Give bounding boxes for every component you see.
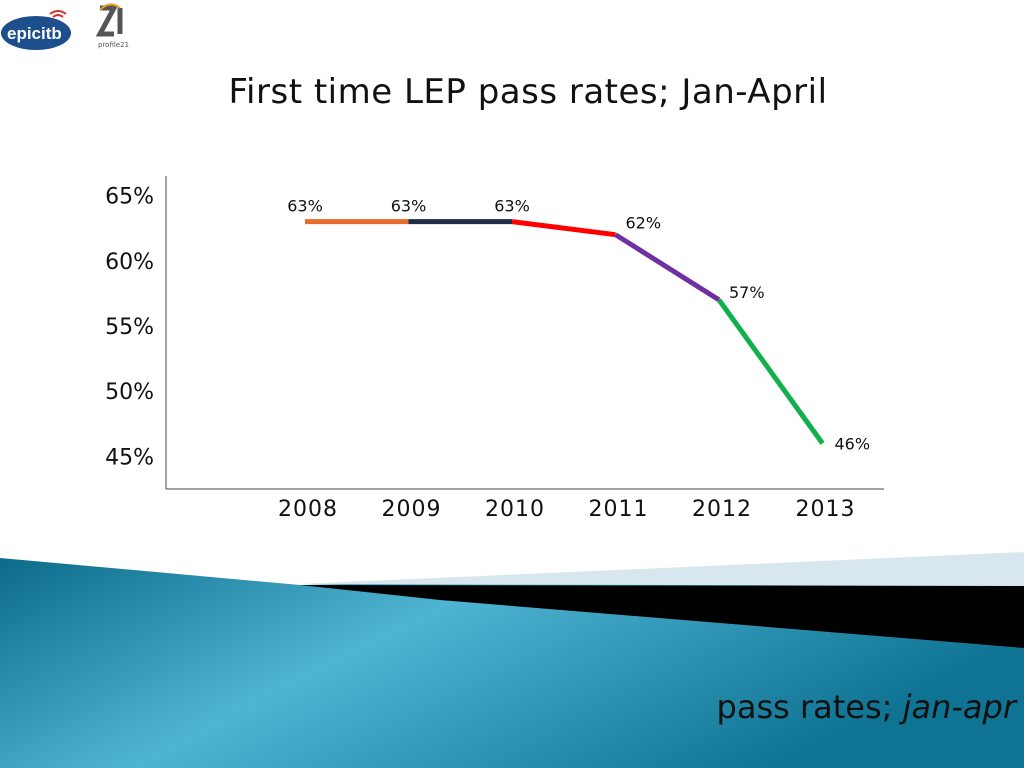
footer-subtitle: pass rates; jan-apr <box>717 688 1016 726</box>
line-chart: 65% 60% 55% 50% 45% 2008 2009 2010 2011 2012 2013… <box>105 176 884 522</box>
y-tick-label: 45% <box>105 445 154 470</box>
footer-subtitle-main: pass rates; <box>716 688 903 726</box>
line-segment-2010-2011 <box>511 219 616 238</box>
profile21-logo-text: profile21 <box>98 41 130 49</box>
data-label: 63% <box>287 197 323 216</box>
y-tick-label: 55% <box>105 315 154 340</box>
data-label: 63% <box>391 197 427 216</box>
x-tick-label: 2010 <box>485 497 545 522</box>
slide-title: First time LEP pass rates; Jan-April <box>228 72 828 112</box>
x-tick-label: 2013 <box>796 497 856 522</box>
data-label: 63% <box>494 197 530 216</box>
y-tick-label: 50% <box>105 380 154 405</box>
data-label: 46% <box>835 434 871 453</box>
line-segment-2011-2012 <box>614 232 721 303</box>
footer-subtitle-italic: jan-apr <box>902 688 1016 726</box>
data-label: 57% <box>729 283 765 302</box>
profile21-logo <box>96 3 123 37</box>
y-tick-label: 65% <box>105 185 154 210</box>
x-tick-label: 2008 <box>278 497 338 522</box>
y-tick-label: 60% <box>105 250 154 275</box>
epicitb-logo-text: epicitb <box>7 24 62 43</box>
x-tick-label: 2012 <box>692 497 752 522</box>
x-tick-label: 2011 <box>589 497 649 522</box>
epicitb-logo: epicitb <box>1 10 71 50</box>
x-tick-label: 2009 <box>382 497 442 522</box>
data-label: 62% <box>626 214 662 233</box>
line-segment-2012-2013 <box>716 298 825 445</box>
